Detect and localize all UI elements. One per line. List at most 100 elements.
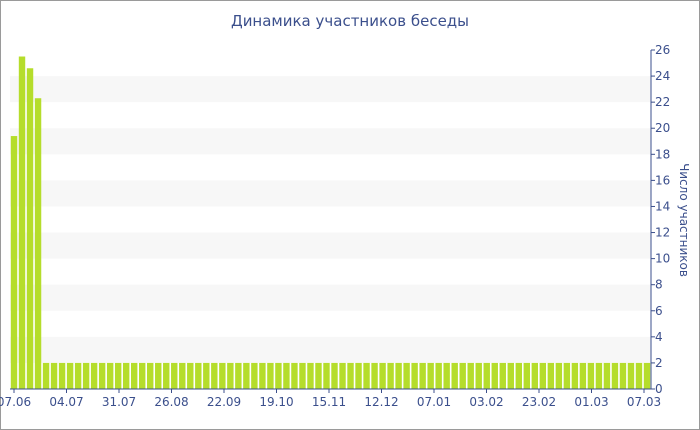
bar [219, 362, 226, 389]
bar [467, 362, 474, 389]
y-tick-label: 6 [655, 304, 663, 318]
bar [395, 362, 402, 389]
bar [427, 362, 434, 389]
bar [515, 362, 522, 389]
y-tick-label: 20 [655, 121, 670, 135]
bar [523, 362, 531, 389]
bar [187, 362, 194, 389]
y-tick-label: 18 [655, 147, 670, 161]
y-tick-label: 12 [655, 226, 670, 240]
bar [235, 362, 242, 389]
bar [163, 362, 170, 389]
bar [18, 56, 26, 390]
x-tick-label: 15.11 [312, 395, 346, 409]
y-axis-title: Число участников [677, 163, 691, 277]
grid-band [10, 336, 651, 363]
bar [363, 362, 370, 389]
bar [355, 362, 362, 389]
bar [475, 362, 482, 389]
x-tick-label: 22.09 [207, 395, 241, 409]
bar [323, 362, 330, 389]
bar [147, 362, 154, 389]
bar [114, 362, 122, 389]
bar [106, 362, 114, 389]
bar [643, 362, 651, 389]
bar [267, 362, 274, 389]
bar [547, 362, 555, 389]
axes [10, 50, 652, 390]
bar [50, 362, 58, 389]
grid-band [10, 128, 651, 155]
x-tick-label: 23.02 [522, 395, 556, 409]
bar [251, 362, 258, 389]
bar [130, 362, 138, 389]
bar [531, 362, 539, 389]
y-tick-label: 16 [655, 173, 670, 187]
bar [499, 362, 506, 389]
bar [595, 362, 603, 389]
bar [307, 362, 314, 389]
bar [227, 362, 234, 389]
bar [619, 362, 627, 389]
bar [627, 362, 635, 389]
bar [74, 362, 82, 389]
bar [259, 362, 266, 389]
bar [82, 362, 90, 389]
grid-band [10, 284, 651, 311]
bar [371, 362, 378, 389]
bar [283, 362, 290, 389]
bar [275, 362, 282, 389]
y-tick-label: 10 [655, 252, 670, 266]
y-tick-label: 8 [655, 278, 663, 292]
y-tick-label: 4 [655, 330, 663, 344]
bar [179, 362, 186, 389]
bar [611, 362, 619, 389]
x-tick-label: 07.06 [0, 395, 31, 409]
bar [139, 362, 146, 389]
bar [58, 362, 66, 389]
bar [98, 362, 106, 389]
bar [387, 362, 394, 389]
bar [195, 362, 202, 389]
bar [155, 362, 162, 389]
grid-band [10, 180, 651, 207]
y-tick-label: 22 [655, 95, 670, 109]
bar [563, 362, 571, 389]
y-tick-label: 2 [655, 356, 663, 370]
bar [291, 362, 298, 389]
bars [10, 56, 651, 390]
bar [347, 362, 354, 389]
bar [483, 362, 490, 389]
bar [66, 362, 74, 389]
grid-bands [10, 76, 651, 363]
bar [315, 362, 322, 389]
bar [555, 362, 563, 389]
bar [299, 362, 306, 389]
bar [339, 362, 346, 389]
bar [10, 136, 18, 389]
x-tick-label: 01.03 [574, 395, 608, 409]
bar [26, 68, 34, 389]
bar [211, 362, 218, 389]
bar [419, 362, 426, 389]
x-tick-label: 07.01 [417, 395, 451, 409]
bar [379, 362, 386, 389]
x-tick-label: 26.08 [154, 395, 188, 409]
bar [451, 362, 458, 389]
bar [42, 362, 50, 389]
bar [443, 362, 450, 389]
bar [459, 362, 466, 389]
y-tick-label: 0 [655, 382, 663, 396]
bar [34, 98, 42, 390]
x-tick-label: 07.03 [627, 395, 661, 409]
bar [122, 362, 130, 389]
bar [331, 362, 338, 389]
bar [435, 362, 442, 389]
x-axis-ticks: 07.06 04.07 31.07 26.08 22.09 19.10 15.11 12.12… [0, 389, 661, 409]
bar [571, 362, 579, 389]
bar [579, 362, 587, 389]
grid-band [10, 232, 651, 259]
bar [587, 362, 595, 389]
chart-title: Динамика участников беседы [230, 12, 470, 30]
